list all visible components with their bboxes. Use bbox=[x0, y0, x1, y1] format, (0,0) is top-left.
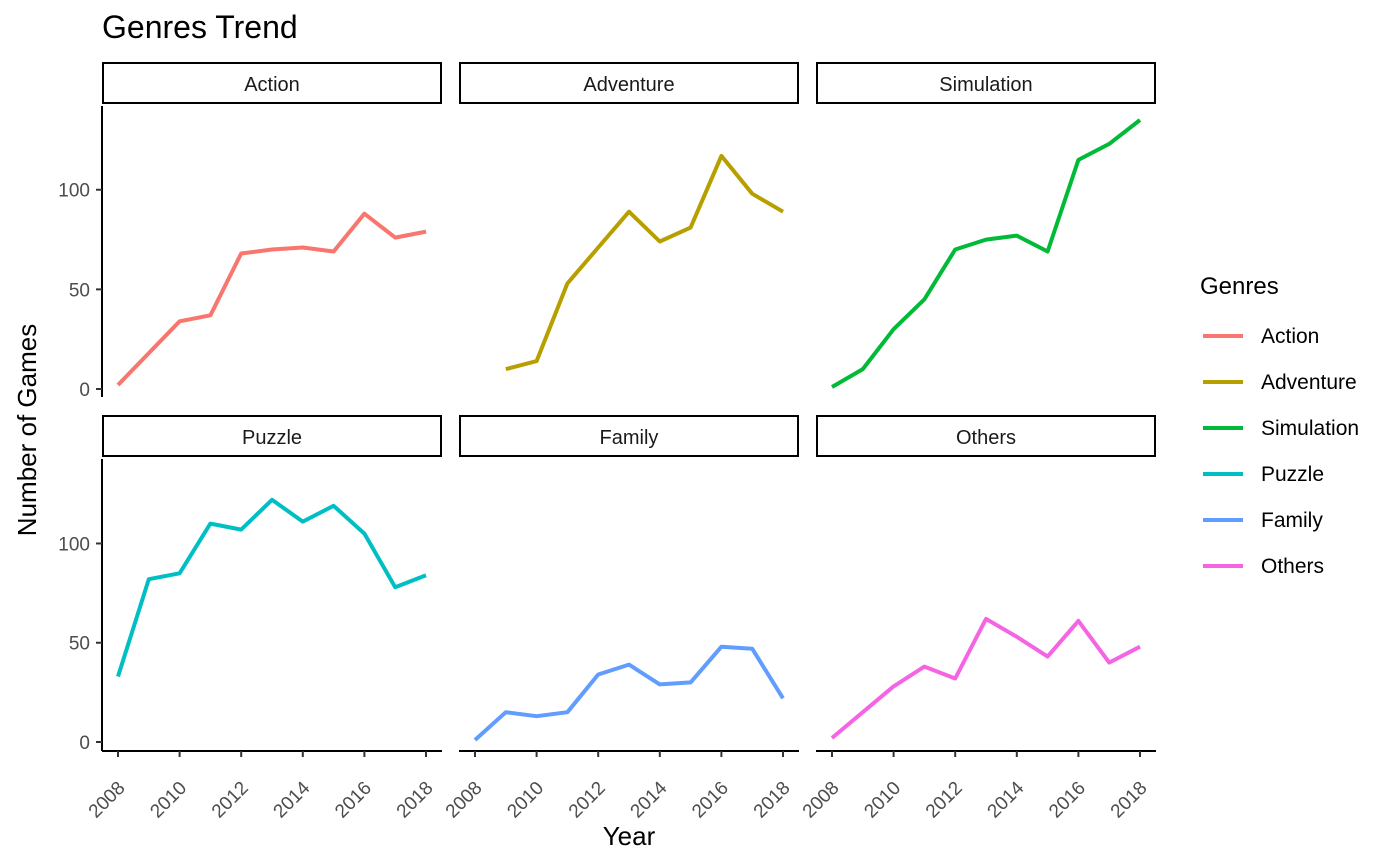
y-tick-label: 100 bbox=[58, 181, 90, 202]
legend-label: Family bbox=[1261, 509, 1323, 532]
facet-panels: Action 0 50 100 Adventure Simulation Puzzle 0 50… bbox=[58, 62, 1156, 823]
x-tick-label: 2014 bbox=[270, 777, 315, 822]
facet-label: Simulation bbox=[939, 74, 1032, 96]
facet-strip bbox=[102, 415, 442, 457]
x-tick-label: 2010 bbox=[146, 778, 191, 823]
series-line-puzzle bbox=[116, 497, 427, 678]
x-tick-label: 2008 bbox=[442, 778, 487, 823]
series-line-family bbox=[473, 644, 785, 742]
facet-strip bbox=[459, 415, 799, 457]
x-tick-label: 2014 bbox=[627, 777, 672, 822]
x-tick-label: 2012 bbox=[922, 778, 967, 823]
x-tick-label: 2014 bbox=[984, 777, 1029, 822]
chart-title: Genres Trend bbox=[102, 9, 298, 45]
x-tick-label: 2018 bbox=[393, 778, 438, 823]
y-tick-label: 0 bbox=[79, 380, 90, 401]
x-tick-label: 2010 bbox=[503, 778, 548, 823]
legend-item-action: Action bbox=[1203, 325, 1319, 348]
legend: Action Adventure Simulation Puzzle Family Oth… bbox=[1203, 325, 1359, 578]
y-tick-label: 100 bbox=[58, 534, 90, 555]
facet-label: Puzzle bbox=[242, 427, 302, 449]
legend-item-adventure: Adventure bbox=[1203, 371, 1357, 394]
y-axis-label: Number of Games bbox=[12, 324, 42, 536]
y-tick-label: 50 bbox=[69, 280, 90, 301]
x-tick-label: 2008 bbox=[85, 778, 130, 823]
series-line-simulation bbox=[830, 118, 1142, 389]
series-line-action bbox=[116, 211, 427, 387]
x-tick-label: 2018 bbox=[750, 778, 795, 823]
facet-label: Adventure bbox=[583, 74, 674, 96]
x-tick-label: 2018 bbox=[1107, 778, 1152, 823]
legend-label: Puzzle bbox=[1261, 463, 1324, 486]
legend-item-others: Others bbox=[1203, 555, 1324, 578]
legend-label: Others bbox=[1261, 555, 1324, 578]
x-axis-label: Year bbox=[603, 821, 656, 851]
x-tick-label: 2010 bbox=[860, 778, 905, 823]
panel-action: Action 0 50 100 bbox=[58, 62, 442, 401]
y-tick-label: 50 bbox=[69, 634, 90, 655]
x-tick-label: 2012 bbox=[565, 778, 610, 823]
panel-family: Family 2008 2010 2012 2014 2016 2018 bbox=[442, 415, 799, 823]
legend-label: Simulation bbox=[1261, 417, 1359, 440]
legend-item-simulation: Simulation bbox=[1203, 417, 1359, 440]
y-tick-label: 0 bbox=[79, 733, 90, 754]
x-tick-label: 2016 bbox=[331, 778, 376, 823]
facet-strip bbox=[816, 415, 1156, 457]
facet-strip bbox=[816, 62, 1156, 104]
legend-label: Adventure bbox=[1261, 371, 1357, 394]
legend-label: Action bbox=[1261, 325, 1319, 348]
panel-others: Others 2008 2010 2012 2014 2016 2018 bbox=[799, 415, 1156, 823]
facet-label: Action bbox=[244, 74, 300, 96]
series-line-adventure bbox=[505, 153, 785, 372]
series-line-others bbox=[830, 616, 1141, 740]
facet-strip bbox=[102, 62, 442, 104]
panel-simulation: Simulation bbox=[816, 62, 1156, 389]
facet-strip bbox=[459, 62, 799, 104]
facet-label: Others bbox=[956, 427, 1016, 449]
x-tick-label: 2012 bbox=[208, 778, 253, 823]
panel-puzzle: Puzzle 0 50 100 2008 2010 2012 2014 2016 2018 bbox=[58, 415, 442, 823]
x-tick-label: 2016 bbox=[1045, 778, 1090, 823]
legend-item-puzzle: Puzzle bbox=[1203, 463, 1324, 486]
legend-item-family: Family bbox=[1203, 509, 1323, 532]
x-tick-label: 2016 bbox=[688, 778, 733, 823]
panel-adventure: Adventure bbox=[459, 62, 799, 372]
legend-title: Genres bbox=[1200, 273, 1279, 300]
x-tick-label: 2008 bbox=[799, 778, 844, 823]
facet-label: Family bbox=[600, 427, 659, 449]
